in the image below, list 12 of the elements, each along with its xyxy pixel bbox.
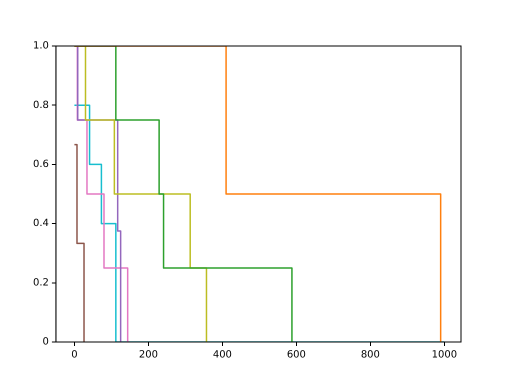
x-tick-label: 600 — [286, 350, 306, 361]
y-tick-label: 0 — [42, 336, 49, 348]
y-tick-label: 0.8 — [32, 100, 49, 111]
y-tick-label: 1.0 — [32, 40, 49, 52]
y-tick-label: 0.2 — [32, 277, 49, 288]
x-tick-label: 800 — [360, 350, 380, 361]
y-tick-label: 0.6 — [32, 158, 49, 170]
x-tick-label: 400 — [212, 350, 232, 361]
x-tick-label: 200 — [138, 350, 158, 361]
x-tick-label: 1000 — [432, 350, 458, 361]
x-tick-label: 0 — [71, 350, 78, 361]
y-tick-label: 0.4 — [32, 218, 49, 230]
